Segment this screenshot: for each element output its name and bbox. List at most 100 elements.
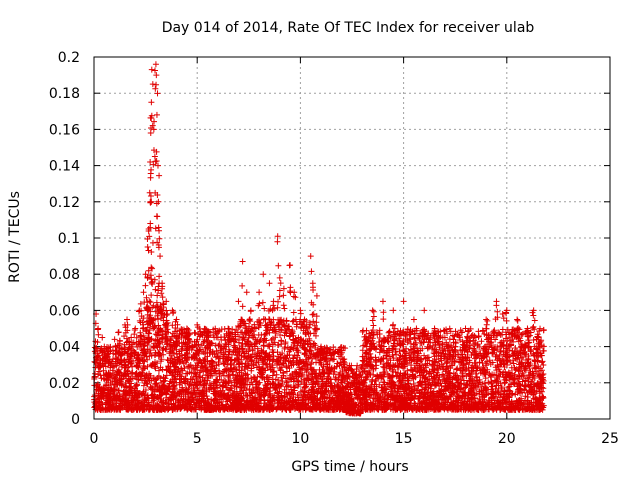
axis-ticks [93, 56, 611, 420]
data-point [112, 381, 119, 388]
data-point [103, 392, 110, 399]
y-tick-label: 0 [71, 412, 80, 428]
data-point [107, 382, 114, 389]
data-point [141, 380, 148, 387]
data-point [115, 349, 122, 356]
data-point [147, 383, 154, 390]
data-point [136, 391, 143, 398]
data-point [163, 391, 170, 398]
data-point [128, 394, 135, 401]
data-point [113, 403, 120, 410]
data-point [103, 381, 110, 388]
data-point [133, 334, 140, 341]
data-point [157, 406, 164, 413]
data-point [155, 367, 162, 374]
data-point [153, 376, 160, 383]
y-tick-label: 0.18 [49, 86, 80, 102]
data-point [475, 328, 482, 335]
data-point [128, 370, 135, 377]
data-point [95, 371, 102, 378]
y-tick-label: 0.2 [58, 50, 80, 66]
y-tick-label: 0.14 [49, 159, 80, 175]
x-tick-label: 0 [90, 431, 99, 447]
data-point [100, 375, 107, 382]
data-point [126, 345, 133, 352]
data-point [129, 341, 136, 348]
data-point [112, 360, 119, 367]
data-point [136, 360, 143, 367]
y-tick-label: 0.04 [49, 340, 80, 356]
data-point [100, 367, 107, 374]
data-point [101, 385, 108, 392]
data-point [152, 383, 159, 390]
data-point [246, 316, 253, 323]
data-point [98, 405, 105, 412]
data-point [152, 365, 159, 372]
data-point [160, 389, 167, 396]
data-point [133, 363, 140, 370]
data-point [236, 324, 243, 331]
data-point [134, 381, 141, 388]
data-point [95, 392, 102, 399]
data-point [140, 382, 147, 389]
data-point [145, 335, 152, 342]
x-tick-label: 15 [395, 431, 413, 447]
data-point [154, 394, 161, 401]
data-point [129, 389, 136, 396]
data-point [125, 405, 132, 412]
data-point [96, 399, 103, 406]
data-point [136, 370, 143, 377]
data-point [141, 396, 148, 403]
x-tick-label: 10 [291, 431, 309, 447]
data-point [133, 387, 140, 394]
data-point [121, 401, 128, 408]
data-point [310, 318, 317, 325]
data-point [144, 381, 151, 388]
data-point [126, 378, 133, 385]
data-point [135, 376, 142, 383]
data-point [141, 299, 148, 306]
data-point [97, 363, 104, 370]
data-point [159, 402, 166, 409]
data-point [116, 372, 123, 379]
y-axis-label: ROTI / TECUs [7, 191, 23, 283]
data-point [105, 350, 112, 357]
data-point [140, 357, 147, 364]
data-point [102, 363, 109, 370]
data-point [478, 338, 485, 345]
data-point [159, 366, 166, 373]
data-point [112, 351, 119, 358]
data-point [134, 397, 141, 404]
data-point [144, 363, 151, 370]
data-point [360, 327, 367, 334]
data-point [143, 372, 150, 379]
data-point [110, 364, 117, 371]
data-point [103, 406, 110, 413]
data-point [148, 386, 155, 393]
data-point [125, 346, 132, 353]
data-point [138, 333, 145, 340]
data-point [101, 349, 108, 356]
data-point [93, 383, 100, 390]
y-tick-label: 0.12 [49, 195, 80, 211]
data-point [163, 328, 170, 335]
data-point [152, 402, 159, 409]
data-point [113, 392, 120, 399]
data-point [214, 353, 221, 360]
data-point [129, 369, 136, 376]
data-points [91, 61, 547, 417]
data-point [151, 393, 158, 400]
data-point [126, 338, 133, 345]
data-point [149, 360, 156, 367]
data-point [113, 370, 120, 377]
data-point [155, 316, 162, 323]
data-point [115, 387, 122, 394]
y-tick-label: 0.08 [49, 267, 80, 283]
data-point [157, 398, 164, 405]
data-point [124, 367, 131, 374]
data-point [131, 393, 138, 400]
data-point [118, 382, 125, 389]
data-point [104, 386, 111, 393]
data-point [98, 395, 105, 402]
data-point [164, 311, 171, 318]
